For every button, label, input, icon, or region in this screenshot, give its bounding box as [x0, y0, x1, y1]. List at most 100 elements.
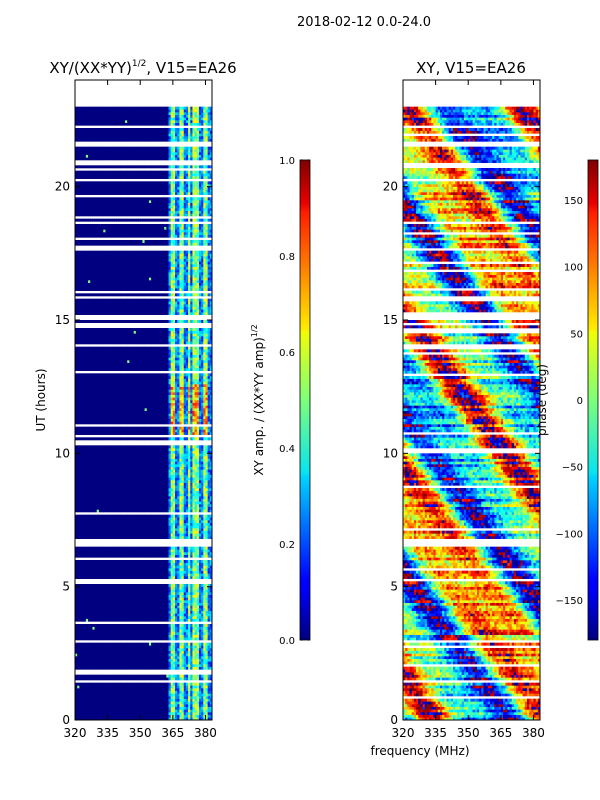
amp-heatmap-cell — [201, 520, 204, 523]
amp-heatmap-cell — [190, 509, 193, 513]
amp-heatmap-cell — [111, 674, 115, 678]
amp-heatmap-cell — [101, 549, 104, 553]
amp-heatmap-cell — [170, 477, 174, 481]
amp-heatmap-cell — [146, 520, 150, 523]
amp-heatmap-cell — [133, 576, 137, 579]
amp-heatmap-cell — [122, 648, 126, 651]
amp-heatmap-cell — [183, 562, 187, 566]
amp-heatmap-cell — [168, 690, 172, 694]
amp-heatmap-cell — [83, 650, 87, 654]
amp-heatmap-cell — [161, 600, 165, 603]
amp-heatmap-cell — [88, 565, 91, 569]
amp-heatmap-cell — [83, 698, 87, 702]
amp-heatmap-cell — [192, 645, 195, 649]
amp-heatmap-cell — [138, 650, 141, 654]
amp-heatmap-cell — [170, 488, 174, 491]
amp-heatmap-cell — [146, 701, 150, 705]
amp-heatmap-cell — [135, 658, 139, 662]
amp-heatmap-cell — [98, 509, 102, 513]
amp-heatmap-cell — [103, 525, 106, 529]
amp-heatmap-cell — [85, 586, 89, 590]
amp-heatmap-cell — [164, 690, 167, 694]
amp-heatmap-cell — [177, 586, 180, 590]
amp-heatmap-cell — [103, 597, 106, 601]
amp-heatmap-cell — [179, 608, 182, 611]
amp-heatmap-cell — [177, 536, 180, 539]
amp-heatmap-cell — [151, 528, 154, 531]
amp-heatmap-cell — [205, 528, 209, 531]
amp-heatmap-cell — [188, 570, 191, 574]
amp-heatmap-cell — [205, 565, 209, 569]
amp-heatmap-cell — [127, 517, 130, 521]
amp-heatmap-cell — [75, 698, 78, 702]
amp-heatmap-cell — [90, 634, 93, 638]
amp-heatmap-cell — [109, 637, 113, 641]
amp-heatmap-cell — [151, 498, 154, 502]
amp-heatmap-cell — [133, 496, 137, 499]
amp-heatmap-cell — [138, 589, 141, 593]
amp-heatmap-cell — [109, 714, 113, 718]
amp-heatmap-cell — [151, 701, 154, 705]
amp-heatmap-cell — [120, 690, 124, 694]
amp-heatmap-cell — [111, 546, 115, 550]
amp-heatmap-cell — [122, 554, 126, 558]
amp-heatmap-cell — [140, 632, 143, 635]
amp-heatmap-cell — [127, 682, 130, 686]
amp-heatmap-cell — [166, 525, 169, 529]
amp-heatmap-cell — [179, 602, 182, 606]
amp-heatmap-cell — [183, 568, 187, 571]
amp-heatmap-cell — [144, 496, 148, 499]
amp-heatmap-cell — [75, 650, 78, 654]
amp-heatmap-cell — [85, 600, 89, 603]
amp-heatmap-cell — [81, 650, 85, 654]
amp-heatmap-cell — [148, 701, 152, 705]
amp-heatmap-cell — [94, 522, 98, 526]
amp-heatmap-cell — [120, 693, 124, 697]
amp-heatmap-cell — [159, 712, 163, 715]
amp-heatmap-cell — [168, 658, 172, 662]
amp-heatmap-cell — [151, 525, 154, 529]
amp-heatmap-cell — [138, 562, 141, 566]
amp-heatmap-cell — [77, 709, 80, 713]
amp-heatmap-cell — [138, 658, 141, 662]
amp-heatmap-cell — [155, 653, 159, 657]
amp-heatmap-cell — [196, 504, 200, 507]
amp-heatmap-cell — [85, 597, 89, 601]
amp-heatmap-cell — [159, 554, 163, 558]
amp-heatmap-cell — [114, 498, 117, 502]
amp-heatmap-cell — [172, 653, 176, 657]
amp-heatmap-cell — [79, 618, 82, 622]
amp-heatmap-cell — [142, 682, 145, 686]
amp-heatmap-cell — [122, 656, 126, 659]
amp-heatmap-cell — [107, 706, 111, 710]
amp-heatmap-cell — [142, 584, 145, 587]
amp-heatmap-cell — [116, 498, 119, 502]
amp-heatmap-cell — [129, 712, 132, 715]
amp-heatmap-cell — [201, 626, 204, 630]
amp-heatmap-cell — [133, 536, 137, 539]
amp-heatmap-cell — [170, 685, 174, 689]
amp-heatmap-cell — [111, 480, 115, 483]
amp-heatmap-cell — [98, 573, 102, 577]
amp-heatmap-cell — [168, 600, 172, 603]
amp-heatmap-cell — [140, 522, 143, 526]
amp-heatmap-cell — [179, 520, 182, 523]
amp-heatmap-cell — [183, 597, 187, 601]
amp-heatmap-cell — [103, 522, 106, 526]
amp-heatmap-cell — [179, 490, 182, 494]
amp-heatmap-cell — [107, 549, 111, 553]
amp-heatmap-cell — [166, 650, 169, 654]
amp-heatmap-cell — [83, 658, 87, 662]
amp-heatmap-cell — [192, 634, 195, 638]
amp-heatmap-cell — [164, 504, 167, 507]
amp-heatmap-cell — [127, 506, 130, 510]
amp-heatmap-cell — [183, 650, 187, 654]
amp-heatmap-cell — [201, 600, 204, 603]
amp-heatmap-cell — [111, 509, 115, 513]
amp-heatmap-cell — [120, 661, 124, 665]
amp-heatmap-cell — [120, 674, 124, 678]
amp-heatmap-cell — [107, 674, 111, 678]
amp-heatmap-cell — [185, 533, 189, 537]
amp-heatmap-cell — [181, 560, 185, 563]
amp-heatmap-cell — [175, 696, 178, 699]
